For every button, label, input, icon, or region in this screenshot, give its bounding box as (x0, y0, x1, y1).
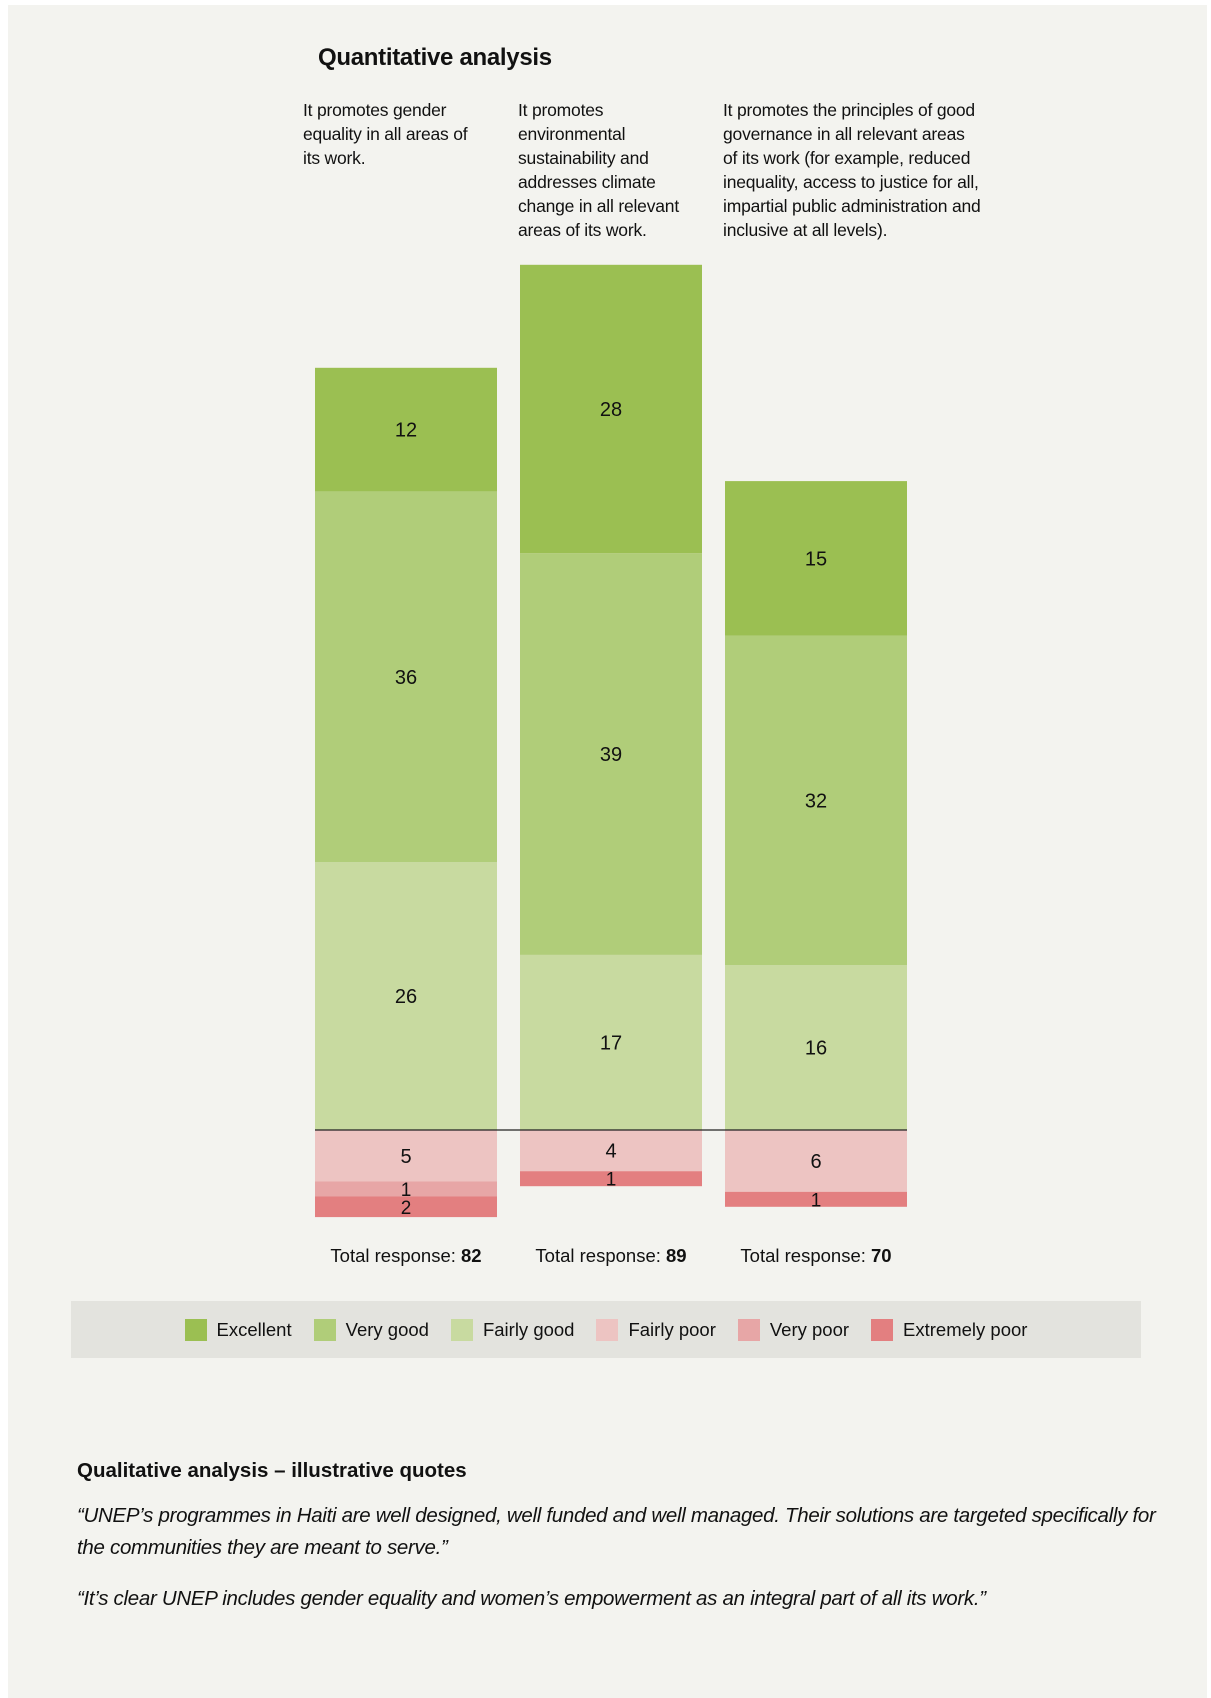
bar-segment-fairly-good (520, 954, 702, 1130)
data-label: 6 (810, 1151, 821, 1173)
legend-swatch (184, 1318, 207, 1341)
bar-segment-very-good (520, 553, 702, 955)
data-label: 5 (400, 1146, 411, 1168)
bar-segment-extremely-poor (315, 1196, 497, 1218)
bar-segment-excellent (520, 264, 702, 554)
legend-item-fairly-good: Fairly good (450, 1318, 575, 1341)
data-label: 1 (401, 1180, 412, 1201)
bar-segment-extremely-poor (520, 1171, 702, 1187)
legend-item-very-good: Very good (313, 1318, 429, 1341)
data-label: 39 (600, 744, 622, 766)
bar-segment-excellent (315, 367, 497, 492)
column-description-gender: It promotes gender equality in all areas… (303, 100, 468, 168)
data-label: 1 (811, 1190, 822, 1211)
bar-segment-fairly-poor (725, 1130, 907, 1192)
bar-segment-fairly-good (725, 965, 907, 1130)
data-label: 36 (395, 667, 417, 689)
qualitative-title: Qualitative analysis – illustrative quot… (77, 1459, 467, 1482)
legend-label: Very good (345, 1318, 429, 1340)
total-response-label: Total response: 89 (535, 1245, 686, 1266)
bar-segment-fairly-poor (315, 1130, 497, 1182)
bar-segment-fairly-good (315, 862, 497, 1130)
total-response-label: Total response: 70 (740, 1245, 891, 1266)
legend-label: Excellent (216, 1318, 292, 1340)
data-label: 32 (805, 790, 827, 812)
bar-segment-very-good (315, 491, 497, 863)
legend-item-extremely-poor: Extremely poor (871, 1318, 1028, 1341)
legend-label: Fairly good (482, 1318, 575, 1340)
legend-label: Extremely poor (903, 1318, 1028, 1340)
column-description-environment: It promotes environmental sustainability… (518, 100, 679, 240)
data-label: 26 (395, 986, 417, 1008)
legend-item-fairly-poor: Fairly poor (596, 1318, 716, 1341)
chart-legend: Excellent Very good Fairly good Fairly poor… (71, 1301, 1141, 1358)
data-label: 4 (605, 1141, 616, 1163)
data-label: 16 (805, 1038, 827, 1060)
bar-segment-extremely-poor (725, 1191, 907, 1207)
legend-band: Excellent Very good Fairly good Fairly poor… (71, 1301, 1141, 1358)
data-label: 28 (600, 399, 622, 421)
data-label: 2 (401, 1198, 412, 1219)
column-description-governance: It promotes the principles of good gover… (723, 100, 981, 240)
legend-swatch (596, 1318, 619, 1341)
data-label: 12 (395, 420, 417, 442)
data-label: 17 (600, 1032, 622, 1054)
bar-segment-very-poor (315, 1181, 497, 1197)
legend-item-very-poor: Very poor (737, 1318, 850, 1341)
quote-1: “UNEP’s programmes in Haiti are well des… (77, 1504, 1156, 1559)
data-label: 1 (606, 1170, 617, 1191)
legend-swatch (871, 1318, 894, 1341)
legend-swatch (313, 1318, 336, 1341)
total-response-label: Total response: 82 (330, 1245, 481, 1266)
legend-swatch (450, 1318, 473, 1341)
legend-label: Very poor (769, 1318, 850, 1340)
bar-segment-fairly-poor (520, 1130, 702, 1172)
bar-segment-excellent (725, 481, 907, 636)
quantitative-title: Quantitative analysis (318, 44, 552, 71)
legend-swatch (737, 1318, 760, 1341)
quote-2: “It’s clear UNEP includes gender equalit… (77, 1587, 986, 1610)
bar-segment-very-good (725, 635, 907, 966)
legend-item-excellent: Excellent (184, 1318, 292, 1341)
data-label: 15 (805, 548, 827, 570)
legend-label: Fairly poor (628, 1318, 716, 1340)
